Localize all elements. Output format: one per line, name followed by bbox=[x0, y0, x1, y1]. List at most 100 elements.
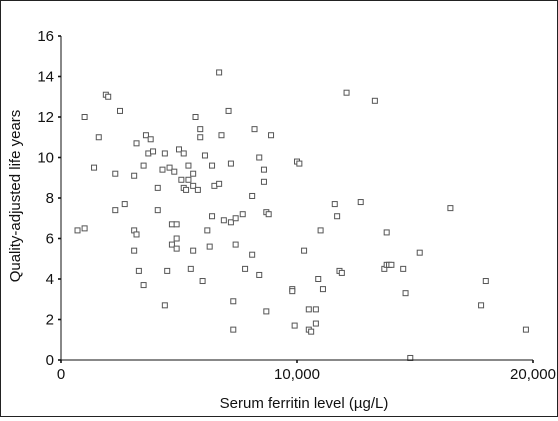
data-point bbox=[173, 235, 180, 242]
data-point bbox=[154, 184, 161, 191]
data-point bbox=[312, 306, 319, 313]
data-point bbox=[209, 213, 216, 220]
data-point bbox=[289, 288, 296, 295]
data-point bbox=[230, 298, 237, 305]
data-point bbox=[112, 207, 119, 214]
data-point bbox=[140, 162, 147, 169]
data-point bbox=[227, 160, 234, 167]
data-point bbox=[260, 166, 267, 173]
data-point bbox=[232, 215, 239, 222]
data-point bbox=[199, 278, 206, 285]
data-point bbox=[74, 227, 81, 234]
data-point bbox=[206, 243, 213, 250]
data-point bbox=[197, 134, 204, 141]
data-point bbox=[522, 326, 529, 333]
data-point bbox=[190, 170, 197, 177]
data-point bbox=[260, 178, 267, 185]
data-point bbox=[291, 322, 298, 329]
data-point bbox=[251, 126, 258, 133]
data-point bbox=[225, 107, 232, 114]
data-point bbox=[357, 199, 364, 206]
data-point bbox=[334, 213, 341, 220]
data-point bbox=[478, 302, 485, 309]
data-point bbox=[166, 164, 173, 171]
data-point bbox=[242, 265, 249, 272]
data-point bbox=[164, 267, 171, 274]
data-point bbox=[482, 278, 489, 285]
data-point bbox=[230, 326, 237, 333]
data-point bbox=[190, 247, 197, 254]
data-point bbox=[91, 164, 98, 171]
x-tick-label: 20,000 bbox=[510, 366, 556, 383]
data-point bbox=[180, 150, 187, 157]
data-points bbox=[74, 69, 529, 361]
data-point bbox=[220, 217, 227, 224]
data-point bbox=[121, 201, 128, 208]
data-point bbox=[331, 201, 338, 208]
data-point bbox=[190, 182, 197, 189]
data-point bbox=[308, 328, 315, 335]
data-point bbox=[117, 107, 123, 114]
data-point bbox=[194, 186, 201, 193]
data-point bbox=[296, 160, 303, 167]
data-point bbox=[197, 126, 204, 133]
y-tick-label: 0 bbox=[46, 352, 54, 369]
data-point bbox=[416, 249, 423, 256]
data-point bbox=[176, 146, 182, 153]
data-point bbox=[135, 267, 142, 274]
data-point bbox=[216, 69, 223, 76]
data-point bbox=[204, 227, 211, 234]
axes bbox=[58, 35, 534, 363]
data-point bbox=[249, 251, 256, 258]
data-point bbox=[81, 114, 88, 120]
data-point bbox=[105, 93, 112, 100]
data-point bbox=[388, 261, 395, 268]
data-point bbox=[183, 186, 190, 193]
data-point bbox=[178, 176, 185, 183]
data-point bbox=[140, 282, 147, 289]
data-point bbox=[150, 148, 157, 155]
data-point bbox=[317, 227, 324, 234]
data-point bbox=[402, 290, 409, 297]
data-point bbox=[249, 192, 256, 199]
data-point bbox=[142, 132, 149, 139]
data-point bbox=[312, 320, 319, 327]
data-point bbox=[209, 162, 216, 169]
data-point bbox=[256, 271, 263, 278]
data-point bbox=[256, 154, 263, 161]
data-point bbox=[218, 132, 225, 139]
data-point bbox=[319, 286, 326, 293]
data-point bbox=[159, 166, 166, 173]
data-point bbox=[185, 176, 192, 183]
data-point bbox=[400, 265, 407, 272]
y-tick-label: 4 bbox=[46, 271, 54, 288]
data-point bbox=[301, 247, 308, 254]
y-tick-label: 14 bbox=[37, 69, 54, 86]
data-point bbox=[131, 247, 138, 254]
data-point bbox=[173, 245, 180, 252]
data-point bbox=[268, 132, 275, 139]
x-tick-label: 10,000 bbox=[274, 366, 320, 383]
data-point bbox=[192, 114, 199, 120]
data-point bbox=[187, 265, 194, 272]
data-point bbox=[112, 170, 119, 177]
y-tick-label: 10 bbox=[37, 150, 54, 167]
data-point bbox=[171, 168, 178, 175]
data-point bbox=[161, 302, 168, 309]
data-point bbox=[232, 241, 239, 248]
y-tick-label: 2 bbox=[46, 312, 54, 329]
data-point bbox=[383, 229, 390, 236]
x-axis-label: Serum ferritin level (µg/L) bbox=[220, 395, 389, 412]
data-point bbox=[133, 140, 140, 147]
y-tick-label: 16 bbox=[37, 28, 54, 45]
data-point bbox=[305, 306, 312, 313]
y-axis-label: Quality-adjusted life years bbox=[7, 110, 24, 283]
data-point bbox=[371, 97, 378, 104]
y-tick-label: 6 bbox=[46, 231, 54, 248]
data-point bbox=[168, 241, 175, 248]
data-point bbox=[315, 276, 322, 282]
data-point bbox=[95, 134, 102, 141]
data-point bbox=[216, 180, 223, 187]
